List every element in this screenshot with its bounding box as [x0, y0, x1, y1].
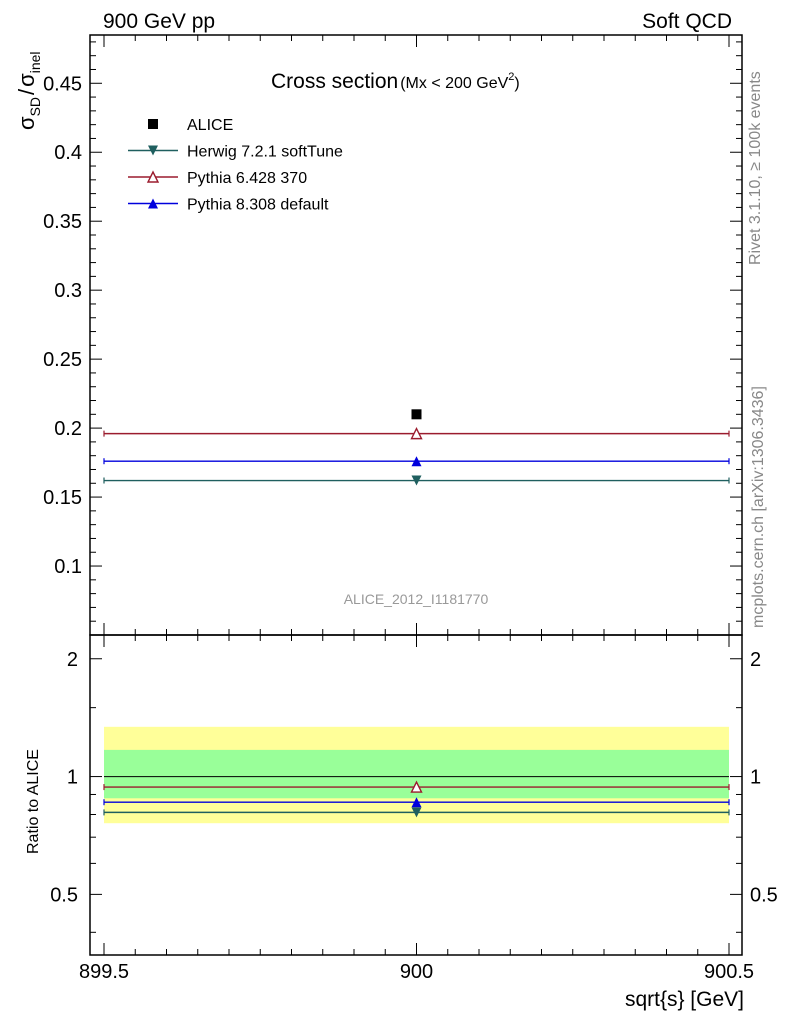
axis-tick-labels: 0.1 0.15 0.2 0.25 0.3 0.35 0.4 0.45 0.5 0.5 1 1 2 2 89… — [43, 73, 778, 983]
legend-marker — [148, 119, 158, 129]
chart-title-main: Cross section — [271, 70, 398, 93]
y-label-sub-sd: SD — [27, 97, 43, 116]
main-panel-series — [103, 409, 730, 486]
data-point-alice — [411, 409, 422, 420]
y-label-sub-inel: inel — [27, 51, 43, 73]
legend-label: Pythia 8.308 default — [187, 197, 329, 214]
legend-marker — [146, 170, 160, 183]
legend: ALICE Herwig 7.2.1 softTune Pythia 6.428 3… — [128, 117, 343, 214]
legend-marker — [148, 198, 158, 209]
y-label-slash: / — [14, 88, 39, 95]
rivet-version-label: Rivet 3.1.10, ≥ 100k events — [747, 71, 764, 265]
ratio-panel-frame — [89, 634, 743, 956]
ratio-marker-pythia-6-428-370 — [410, 780, 423, 793]
header-energy-label: 900 GeV pp — [103, 10, 215, 33]
chart-title-close: ) — [514, 75, 519, 92]
series-marker-pythia-6-428-370 — [410, 427, 423, 440]
y-axis-label: σSD/σinel — [14, 51, 43, 130]
y-tick-label: 0.35 — [43, 211, 82, 233]
x-axis-label: sqrt{s} [GeV] — [625, 988, 744, 1011]
y-tick-label: 0.3 — [54, 280, 82, 302]
axis-ticks — [90, 35, 742, 955]
y-tick-label: 0.2 — [54, 418, 82, 440]
x-tick-label: 899.5 — [79, 961, 129, 983]
ratio-tick-label-left: 0.5 — [50, 884, 78, 906]
ratio-tick-label-left: 2 — [67, 649, 78, 671]
y-tick-label: 0.15 — [43, 487, 82, 509]
y-tick-label: 0.4 — [54, 142, 82, 164]
header-category-label: Soft QCD — [642, 10, 732, 33]
legend-label: Herwig 7.2.1 softTune — [187, 144, 343, 161]
y-tick-label: 0.25 — [43, 349, 82, 371]
ratio-tick-label-right: 1 — [750, 767, 761, 789]
chart-title: Cross section (Mx < 200 GeV2) — [271, 70, 520, 93]
ratio-tick-label-right: 0.5 — [750, 884, 778, 906]
y-tick-label: 0.45 — [43, 73, 82, 95]
ratio-tick-label-right: 2 — [750, 649, 761, 671]
ratio-y-axis-label: Ratio to ALICE — [25, 749, 42, 854]
x-tick-label: 900.5 — [704, 961, 754, 983]
ratio-marker-pythia-8-308-default — [411, 797, 422, 808]
mcplots-reference-label: mcplots.cern.ch [arXiv:1306.3436] — [750, 386, 767, 628]
y-label-sigma-2: σ — [14, 73, 39, 87]
chart-title-sup: 2 — [508, 71, 514, 83]
series-marker-herwig-7-2-1-softtune — [411, 475, 422, 486]
analysis-label: ALICE_2012_I1181770 — [344, 591, 489, 607]
y-label-sigma: σ — [14, 116, 39, 130]
x-tick-label: 900 — [400, 961, 433, 983]
series-marker-pythia-8-308-default — [411, 456, 422, 467]
ratio-marker-herwig-7-2-1-softtune — [411, 807, 422, 818]
ratio-tick-label-left: 1 — [67, 767, 78, 789]
ratio-panel-series — [103, 780, 730, 818]
chart-title-sub: (Mx < 200 GeV — [400, 75, 508, 92]
y-tick-label: 0.1 — [54, 556, 82, 578]
legend-marker — [148, 145, 158, 156]
legend-label: Pythia 6.428 370 — [187, 170, 307, 187]
legend-label: ALICE — [187, 117, 233, 134]
